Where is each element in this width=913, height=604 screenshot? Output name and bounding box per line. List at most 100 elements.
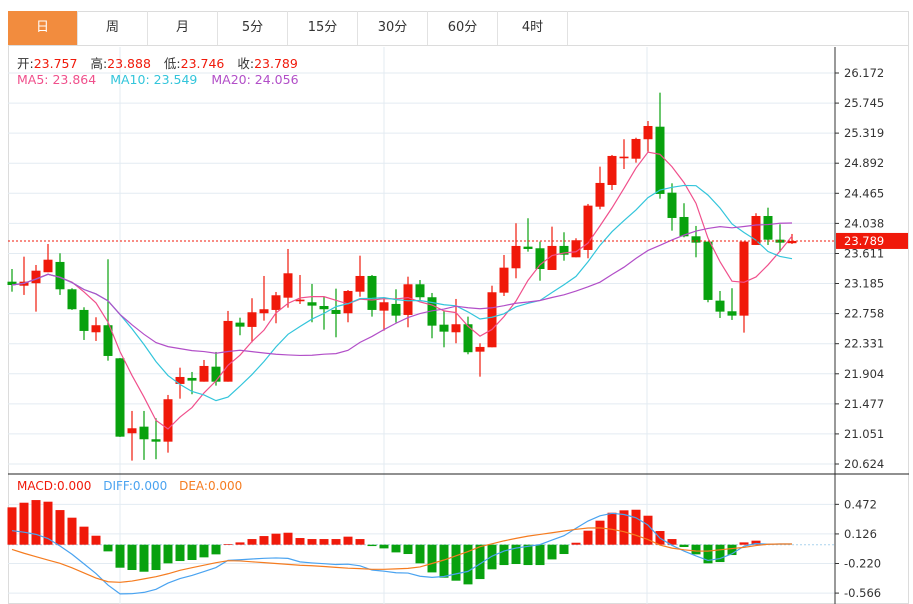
candle [415,279,425,300]
macd-bar [391,544,401,553]
candle [379,298,389,331]
diff-line [11,512,792,595]
candle-body [379,302,389,311]
candle-body [583,205,593,250]
macd-bar [283,532,293,545]
price-tick-label: 21.051 [844,427,884,441]
candle [475,343,485,377]
macd-bar [139,544,149,572]
candle-body [43,259,53,273]
candle [343,289,353,323]
candle-body [511,245,521,269]
macd-bar [415,544,425,564]
candle-body [715,300,725,312]
candle-body [571,240,581,258]
candle [331,288,341,338]
candle-body [175,376,185,384]
price-tick-label: 21.904 [844,367,884,381]
candle-body [139,426,149,440]
high-value: 23.888 [107,56,151,71]
candle-body [655,126,665,194]
macd-bar [475,544,485,580]
macd-bar [7,507,17,545]
tab-15min[interactable]: 15分 [288,11,358,45]
candle [439,310,449,348]
candle-body [631,138,641,159]
macd-bar [67,517,77,545]
diff-value: DIFF:0.000 [103,479,168,493]
tab-4hour[interactable]: 4时 [498,11,568,45]
tab-month[interactable]: 月 [148,11,218,45]
candle-body [259,309,269,314]
macd-tick-label: 0.126 [844,527,877,541]
candle [499,254,509,296]
macd-bar [211,544,221,555]
candle-body [55,261,65,290]
macd-bar [487,544,497,570]
candle-body [235,322,245,327]
candle [235,317,245,336]
current-price-tag [836,232,908,249]
candle-body [451,324,461,333]
low-label: 低: [163,56,181,71]
macd-bar [331,539,341,545]
candle-body [31,270,41,284]
candle [559,232,569,261]
candle-body [691,236,701,243]
tab-60min[interactable]: 60分 [428,11,498,45]
close-value: 23.789 [254,56,298,71]
candle-body [751,215,761,245]
macd-readout: MACD:0.000 DIFF:0.000 DEA:0.000 [17,479,250,493]
candle-body [187,377,197,381]
macd-bar [55,510,65,545]
macd-bar [247,539,257,545]
candle-body [7,281,17,285]
macd-bar [691,544,701,555]
macd-bar [103,544,113,552]
candle [223,310,233,382]
macd-bar [583,530,593,545]
open-value: 23.757 [33,56,78,71]
macd-bar [571,542,581,545]
candle-body [739,241,749,316]
candle [427,292,437,339]
candle-body [211,366,221,382]
candle [667,183,677,231]
macd-bar [43,501,53,545]
candle-body [67,289,77,310]
tab-5min[interactable]: 5分 [218,11,288,45]
candle [679,203,689,238]
macd-bar [271,533,281,545]
price-tick-label: 22.758 [844,307,884,321]
candle [271,291,281,324]
candle-body [547,245,557,270]
candle-body [391,303,401,316]
tab-day[interactable]: 日 [8,11,78,45]
tab-30min[interactable]: 30分 [358,11,428,45]
candle-body [247,312,257,327]
candle [187,371,197,395]
ma10-line [11,184,793,402]
candle [655,92,665,199]
macd-bar [307,539,317,545]
macd-bar [751,540,761,545]
candle-body [151,439,161,442]
macd-bar [523,544,533,566]
low-value: 23.746 [180,56,225,71]
tab-week[interactable]: 周 [78,11,148,45]
macd-bar [379,544,389,549]
candle [295,274,305,304]
candle [175,367,185,399]
candle-body [703,241,713,300]
candle [79,307,89,340]
candle [739,241,749,333]
macd-tick-label: 0.472 [844,497,877,511]
candle-body [319,305,329,310]
candle-body [415,284,425,298]
candle-body [523,246,533,249]
macd-bar [439,544,449,578]
candle [31,264,41,312]
candle [67,288,77,310]
candle-body [427,297,437,326]
